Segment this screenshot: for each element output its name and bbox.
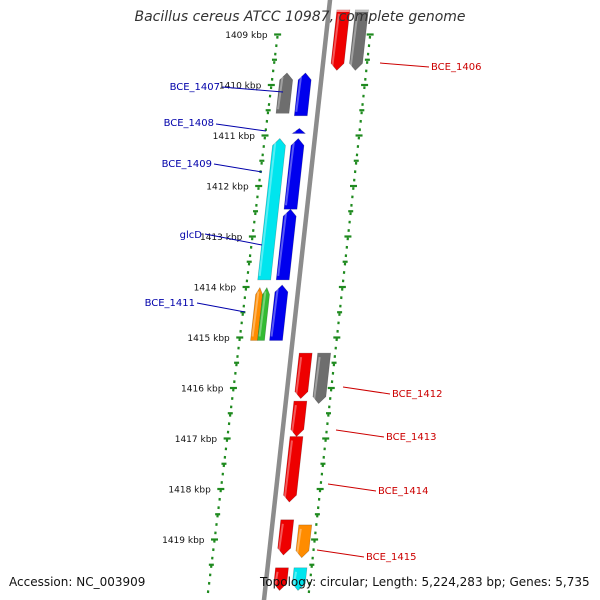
tick-label: 1411 kbp: [213, 132, 256, 142]
tick-label: 1414 kbp: [194, 284, 237, 294]
gene-arrow: [290, 400, 308, 437]
plus-callout-line: [316, 549, 365, 558]
gene-feature: [269, 284, 289, 341]
gene-highlight: [313, 357, 321, 400]
minus-gene-label: BCE_1409: [162, 159, 212, 170]
gene-arrow: [275, 208, 297, 281]
gene-highlight: [277, 76, 284, 110]
plus-callout-line: [335, 429, 385, 438]
minus-gene-label: BCE_1407: [170, 82, 220, 93]
gene-highlight: [295, 357, 303, 395]
gene-highlight: [283, 440, 293, 499]
minus-callout-line: [196, 302, 246, 313]
gene-highlight: [274, 571, 279, 587]
genome-summary-text: Topology: circular; Length: 5,224,283 bp…: [260, 575, 590, 589]
gene-feature: [283, 138, 305, 210]
minus-gene-label: BCE_1411: [145, 298, 195, 309]
gene-arrow: [257, 286, 270, 341]
minus-callout-line: [213, 163, 263, 173]
plus-gene-label: BCE_1412: [392, 389, 442, 400]
tick-label: 1416 kbp: [181, 385, 224, 395]
gene-arrow: [291, 567, 308, 591]
feature-layer: [250, 0, 369, 591]
plus-callout-line: [342, 386, 391, 395]
gene-feature: [273, 567, 289, 591]
gene-arrow: [269, 284, 289, 341]
gene-highlight: [251, 291, 260, 337]
backbone-layer: [261, 0, 333, 600]
minus-callout-line: [215, 123, 267, 132]
gene-arrow: [283, 436, 304, 503]
gene-feature: [290, 400, 308, 437]
gene-feature: [275, 72, 294, 114]
gene-feature: [277, 519, 295, 556]
label-layer: 1409 kbp 1410 kbp 1411 kbp 1412 kbp 1413 kbp…: [145, 31, 482, 563]
tick-label: 1415 kbp: [187, 334, 230, 344]
plus-callout-line: [379, 62, 430, 68]
plus-gene-label: BCE_1406: [431, 62, 481, 73]
gene-arrow: [277, 519, 295, 556]
gene-highlight: [277, 523, 284, 552]
minus-callout-line: [221, 86, 284, 93]
gene-arrow: [294, 352, 313, 400]
gene-arrow: [273, 567, 289, 591]
gene-highlight: [293, 129, 296, 133]
gene-feature: [349, 0, 369, 71]
gene-arrow: [257, 138, 286, 281]
plus-gene-label: BCE_1413: [386, 432, 436, 443]
genome-backbone: [261, 0, 333, 600]
gene-feature: [275, 208, 297, 281]
gene-arrow: [295, 524, 313, 559]
tick-label: 1412 kbp: [206, 183, 249, 193]
gene-arrow: [275, 72, 294, 114]
gene-feature: [293, 72, 312, 117]
gene-highlight: [284, 142, 295, 206]
gene-feature: [283, 436, 304, 503]
gene-feature: [295, 524, 313, 559]
gene-arrow: [291, 128, 307, 134]
gene-arrow: [293, 72, 312, 117]
gene-feature: [291, 128, 307, 134]
gene-highlight: [292, 571, 298, 587]
gene-fade: [336, 0, 350, 12]
gene-feature: [257, 286, 270, 341]
gene-highlight: [258, 291, 267, 337]
minus-callout-line: [204, 233, 263, 246]
minus-gene-label: BCE_1408: [164, 118, 214, 129]
gene-highlight: [296, 528, 302, 554]
gene-highlight: [295, 76, 302, 112]
gene-feature: [312, 352, 332, 405]
gene-highlight: [258, 142, 277, 277]
ruler-layer: [206, 33, 374, 594]
accession-text: Accession: NC_003909: [9, 575, 146, 589]
gene-highlight: [331, 13, 340, 67]
gene-feature: [257, 138, 286, 281]
tick-label: 1410 kbp: [219, 82, 262, 92]
right-ruler: [307, 35, 372, 594]
gene-highlight: [290, 404, 297, 433]
minus-gene-label: glcD: [180, 230, 203, 241]
gene-feature: [294, 352, 313, 400]
plus-gene-label: BCE_1415: [366, 552, 416, 563]
plus-gene-label: BCE_1414: [378, 486, 428, 497]
tick-label: 1419 kbp: [162, 536, 205, 546]
gene-highlight: [270, 288, 279, 337]
gene-arrow: [250, 286, 263, 341]
gene-highlight: [277, 213, 287, 277]
gene-feature: [250, 286, 263, 341]
gene-arrow: [312, 352, 332, 405]
tick-label: 1413 kbp: [200, 233, 243, 243]
plus-callout-line: [327, 483, 377, 492]
gene-highlight: [349, 13, 359, 67]
tick-label: 1418 kbp: [168, 486, 211, 496]
genome-title: Bacillus cereus ATCC 10987, complete gen…: [134, 9, 466, 25]
gene-fade: [355, 0, 369, 12]
tick-label: 1417 kbp: [175, 435, 218, 445]
tick-label: 1409 kbp: [225, 31, 268, 41]
gene-feature: [330, 0, 351, 71]
gene-feature: [291, 567, 308, 591]
